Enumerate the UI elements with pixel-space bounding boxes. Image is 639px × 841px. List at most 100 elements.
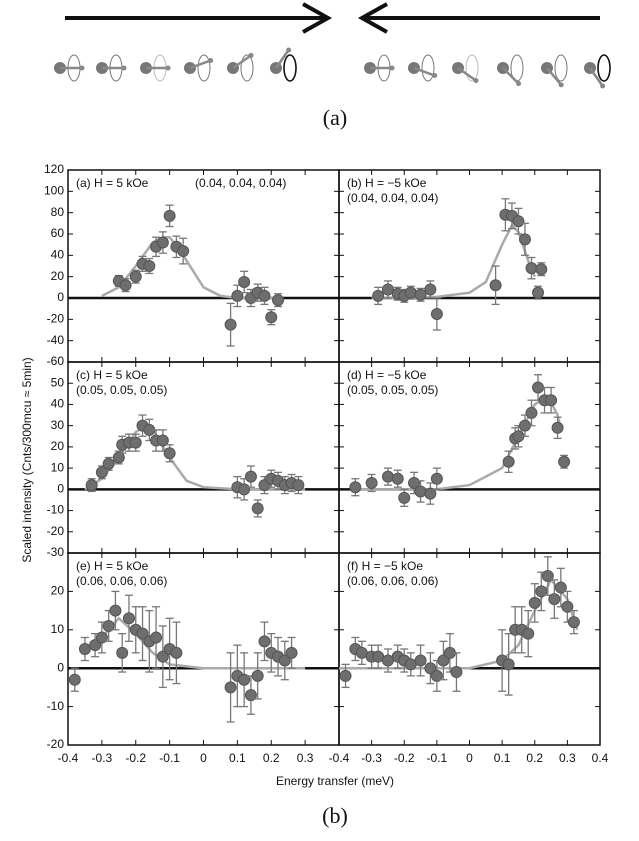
arrow-head (302, 2, 333, 34)
y-tick-label: 0 (57, 290, 64, 304)
spin-cone (283, 54, 297, 82)
data-point (170, 646, 183, 659)
data-point (551, 421, 564, 434)
x-tick-label: -0.4 (329, 751, 350, 765)
x-tick-label: 0.2 (526, 751, 543, 765)
data-point (535, 585, 548, 598)
y-tick-label: -20 (47, 524, 65, 538)
spin-arrow (546, 67, 563, 86)
y-tick-label: -10 (47, 699, 65, 713)
data-point (122, 612, 135, 625)
data-point (548, 593, 561, 606)
spin-arrow (588, 67, 604, 87)
data-point (89, 639, 102, 652)
data-point (430, 308, 443, 320)
spin-cone (554, 54, 568, 82)
data-point (558, 455, 571, 468)
data-point (102, 457, 115, 470)
data-point (339, 669, 352, 682)
y-tick-label: 120 (44, 162, 64, 176)
data-point (129, 270, 142, 283)
spin-cone (240, 54, 254, 82)
x-tick-label: 0.3 (559, 751, 576, 765)
data-point (414, 654, 427, 667)
panel-label: (e) H = 5 kOe (76, 559, 149, 573)
data-point (265, 311, 278, 324)
data-point (528, 596, 541, 609)
data-point (532, 286, 545, 299)
y-tick-label: 10 (51, 460, 65, 474)
y-tick-label: -60 (47, 354, 65, 368)
data-point (450, 666, 463, 679)
data-point (522, 627, 535, 640)
data-point (502, 455, 515, 468)
spin-cone (465, 54, 479, 82)
data-point (554, 581, 567, 594)
fit-curve (84, 616, 306, 670)
data-point (414, 485, 427, 498)
spin-arrow (189, 59, 212, 70)
x-tick-label: -0.1 (427, 751, 448, 765)
data-point (349, 481, 362, 494)
panel: -60 -40 -20 0 20 40 60 80 100 120 (a) H = 5 kOe (0.… (44, 162, 340, 368)
panel: -0.4 -0.3 -0.2 -0.1 0 0.1 0.2 0.3 0.4 (f) H = −5 … (329, 552, 609, 765)
x-tick-label: 0.1 (494, 751, 511, 765)
x-tick-label: -0.1 (159, 751, 180, 765)
data-point (372, 289, 385, 302)
data-point (567, 616, 580, 629)
y-tick-label: 100 (44, 184, 64, 198)
panel-label: (a) H = 5 kOe (76, 176, 149, 190)
data-point (258, 635, 271, 648)
data-point (292, 479, 305, 492)
panel: -30 -20 -10 0 10 20 30 40 50 (c) H = 5 kOe(0.05, … (47, 361, 340, 559)
data-point (502, 658, 515, 671)
panel: (d) H = −5 kOe(0.05, 0.05, 0.05) (338, 361, 601, 554)
x-tick-label: -0.3 (361, 751, 382, 765)
spin-arrow (274, 49, 290, 69)
spin-tip (473, 78, 479, 84)
y-tick-label: -20 (47, 737, 65, 751)
data-point (163, 209, 176, 222)
spin-tip (286, 47, 292, 53)
caption: (a) (323, 105, 347, 130)
x-tick-label: -0.2 (125, 751, 146, 765)
data-point (525, 262, 538, 275)
y-tick-label: -10 (47, 503, 65, 517)
y-tick-label: 0 (57, 660, 64, 674)
data-point (136, 627, 149, 640)
data-point (244, 689, 257, 702)
data-point (251, 669, 264, 682)
y-tick-label: -20 (47, 312, 65, 326)
x-tick-label: -0.4 (58, 751, 79, 765)
data-point (545, 394, 558, 407)
spin-tip (516, 81, 522, 87)
y-tick-label: 40 (51, 248, 65, 262)
data-point (68, 673, 81, 686)
data-point (109, 604, 122, 617)
data-point (398, 491, 411, 504)
panel-subtitle: (0.05, 0.05, 0.05) (76, 383, 167, 397)
spin-cone (421, 54, 435, 82)
panel-label: (f) H = −5 kOe (347, 559, 423, 573)
data-point (163, 447, 176, 460)
y-axis-label: Scaled intensity (Cnts/300mcu ≈ 5min) (20, 357, 34, 562)
data-point (251, 502, 264, 515)
data-point (156, 434, 169, 447)
y-tick-label: -40 (47, 333, 65, 347)
data-point (156, 650, 169, 663)
panel-label: (d) H = −5 kOe (347, 368, 427, 382)
x-tick-label: 0.4 (592, 751, 609, 765)
data-point (116, 646, 129, 659)
panel-label: (c) H = 5 kOe (76, 368, 148, 382)
panel-subtitle: (0.06, 0.06, 0.06) (347, 574, 438, 588)
data-point (512, 215, 525, 228)
data-point (404, 286, 417, 299)
caption: (b) (322, 803, 348, 828)
y-tick-label: 10 (51, 622, 65, 636)
data-point (258, 289, 271, 302)
data-point (102, 619, 115, 632)
data-point (489, 279, 502, 292)
y-tick-label: 40 (51, 397, 65, 411)
data-point (238, 673, 251, 686)
data-point (535, 263, 548, 276)
